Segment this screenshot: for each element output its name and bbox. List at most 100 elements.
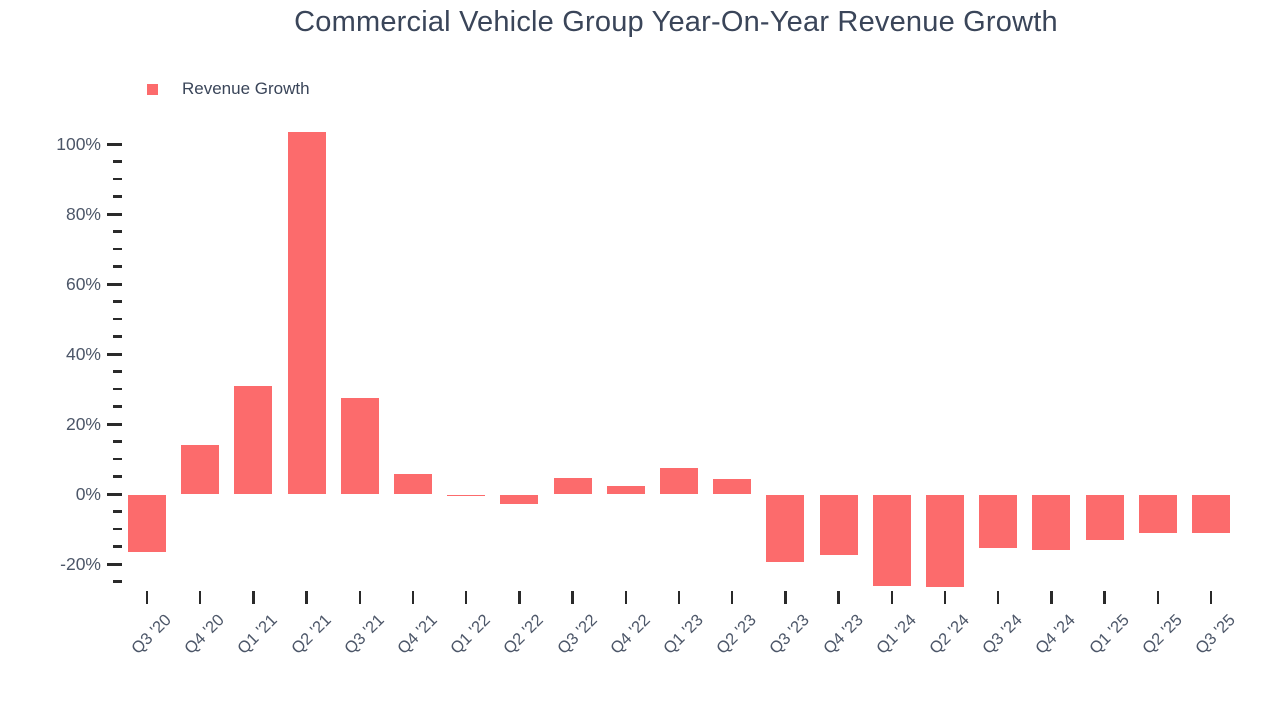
y-axis-tick-label: 0% (75, 483, 101, 504)
x-axis-tick-label: Q2 '23 (713, 611, 760, 658)
x-axis-tick (1050, 591, 1053, 604)
x-axis-tick (890, 591, 894, 604)
y-axis-major-tick (107, 282, 122, 286)
y-axis-major-tick (107, 352, 122, 356)
bar-q1-25[interactable] (1085, 495, 1124, 540)
y-axis-tick-label: -20% (60, 553, 101, 574)
x-axis-tick-label: Q3 '21 (340, 611, 388, 658)
x-axis-tick (943, 591, 947, 604)
y-axis-minor-tick (113, 195, 122, 198)
bar-q2-22[interactable] (500, 495, 539, 505)
x-axis-tick-label: Q4 '24 (1032, 611, 1080, 658)
x-axis-tick (784, 591, 787, 604)
y-axis-tick-label: 100% (56, 133, 101, 154)
bar-q4-20[interactable] (181, 445, 220, 494)
x-axis-tick-label: Q3 '20 (127, 611, 175, 658)
x-axis-tick-label: Q1 '21 (234, 611, 282, 658)
bar-q1-23[interactable] (660, 468, 698, 494)
y-axis-minor-tick (113, 510, 122, 513)
bar-q3-20[interactable] (128, 495, 166, 553)
y-axis-minor-tick (113, 160, 122, 163)
x-axis-tick (1156, 591, 1160, 604)
x-axis-tick-label: Q2 '22 (500, 611, 548, 658)
y-axis-major-tick (107, 212, 122, 216)
x-axis-tick-label: Q4 '21 (393, 611, 441, 658)
x-axis-tick-label: Q1 '25 (1085, 611, 1133, 658)
bar-q2-23[interactable] (713, 478, 752, 494)
x-axis-tick-label: Q3 '23 (766, 611, 814, 658)
y-axis-minor-tick (113, 230, 122, 233)
y-axis-minor-tick (113, 300, 122, 303)
legend: Revenue Growth (147, 79, 310, 99)
x-axis-tick (411, 591, 415, 604)
y-axis-minor-tick (113, 405, 122, 408)
y-axis-minor-tick (113, 527, 122, 531)
x-axis-tick (198, 591, 202, 604)
x-axis-tick-label: Q4 '20 (181, 611, 228, 658)
bar-q3-23[interactable] (766, 495, 805, 562)
y-axis-minor-tick (113, 177, 122, 181)
bar-q4-24[interactable] (1032, 495, 1071, 550)
x-axis-tick (464, 591, 468, 604)
y-axis-minor-tick (113, 265, 122, 268)
y-axis-minor-tick (113, 335, 122, 338)
x-axis-tick-label: Q4 '23 (819, 611, 867, 658)
y-axis-tick-label: 40% (65, 343, 101, 364)
chart-title: Commercial Vehicle Group Year-On-Year Re… (294, 6, 1058, 38)
bar-q3-24[interactable] (979, 495, 1018, 549)
x-axis-tick (1209, 591, 1213, 604)
legend-label: Revenue Growth (182, 79, 310, 98)
bar-q1-22[interactable] (447, 495, 486, 496)
bar-q1-21[interactable] (234, 385, 273, 494)
x-axis-tick-label: Q1 '23 (659, 611, 707, 658)
x-axis-tick-label: Q3 '22 (553, 611, 601, 658)
x-axis-tick-label: Q1 '22 (447, 611, 494, 658)
bar-q3-25[interactable] (1192, 495, 1230, 534)
y-axis-tick-label: 60% (65, 273, 101, 294)
y-axis-major-tick (107, 562, 122, 566)
legend-item-revenue-growth[interactable]: Revenue Growth (147, 79, 310, 99)
legend-swatch-icon (147, 83, 158, 95)
x-axis-tick (996, 591, 1000, 604)
bar-q4-23[interactable] (819, 495, 858, 556)
x-axis-tick (305, 591, 308, 604)
y-axis-major-tick (107, 142, 122, 146)
x-axis-tick-label: Q3 '25 (1191, 611, 1239, 658)
y-axis-minor-tick (113, 457, 122, 461)
y-axis-minor-tick (113, 440, 122, 443)
x-axis-tick (518, 591, 521, 604)
x-axis-tick (837, 591, 840, 604)
x-axis-tick-label: Q2 '25 (1138, 611, 1186, 658)
y-axis-minor-tick (113, 370, 122, 373)
bar-q3-22[interactable] (553, 477, 592, 494)
x-axis-tick (677, 591, 681, 604)
bar-q2-25[interactable] (1138, 495, 1177, 534)
x-axis-tick (1103, 591, 1106, 604)
y-axis-tick-label: 20% (65, 413, 101, 434)
y-axis-minor-tick (113, 387, 122, 391)
y-axis-minor-tick (113, 475, 122, 478)
bar-q4-22[interactable] (606, 485, 645, 494)
bar-q3-21[interactable] (340, 398, 379, 494)
x-axis-tick-label: Q2 '24 (925, 611, 973, 658)
y-axis-minor-tick (113, 317, 122, 321)
x-axis-tick (252, 591, 255, 604)
bar-q4-21[interactable] (394, 473, 432, 494)
x-axis-tick-label: Q3 '24 (979, 611, 1026, 658)
x-axis-tick (145, 591, 149, 604)
x-axis-tick (571, 591, 574, 604)
y-axis-minor-tick (113, 545, 122, 548)
x-axis-tick-label: Q2 '21 (287, 611, 335, 658)
y-axis-minor-tick (113, 580, 122, 583)
x-axis-tick-label: Q1 '24 (872, 611, 920, 658)
y-axis-tick-label: 80% (65, 203, 101, 224)
y-axis-major-tick (107, 492, 122, 496)
bar-q2-24[interactable] (926, 495, 964, 587)
x-axis-tick (358, 591, 362, 604)
x-axis-tick (624, 591, 628, 604)
bar-q1-24[interactable] (872, 495, 911, 586)
x-axis-tick-label: Q4 '22 (606, 611, 654, 658)
y-axis-minor-tick (113, 247, 122, 251)
bar-q2-21[interactable] (287, 132, 326, 494)
